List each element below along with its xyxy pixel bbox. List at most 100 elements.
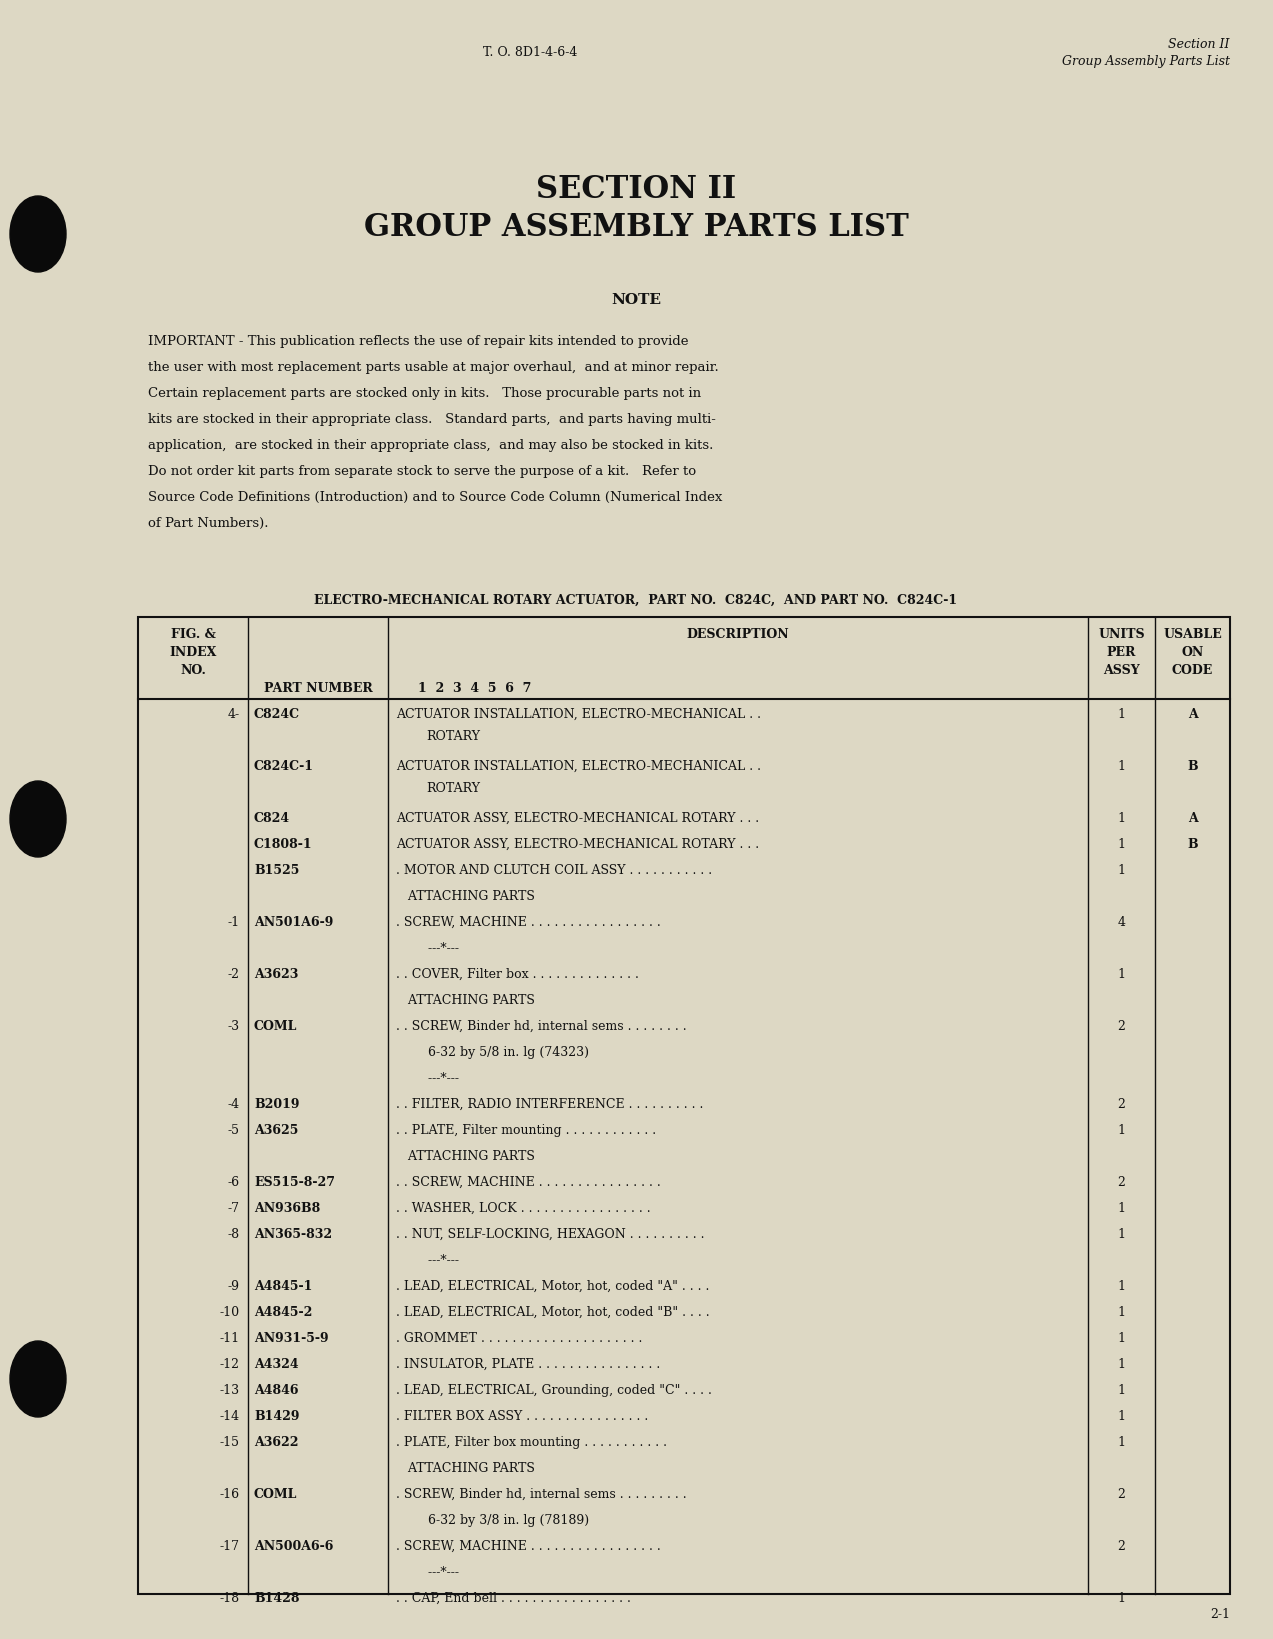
Text: ---*---: ---*--- [396, 941, 460, 954]
Text: ATTACHING PARTS: ATTACHING PARTS [396, 890, 535, 903]
Text: -11: -11 [220, 1331, 241, 1344]
Text: 1  2  3  4  5  6  7: 1 2 3 4 5 6 7 [418, 682, 531, 695]
Text: B2019: B2019 [255, 1098, 299, 1110]
Text: AN501A6-9: AN501A6-9 [255, 916, 334, 928]
Text: A3622: A3622 [255, 1436, 298, 1449]
Text: UNITS: UNITS [1099, 628, 1144, 641]
Text: ROTARY: ROTARY [426, 729, 480, 742]
Text: 2: 2 [1118, 1539, 1125, 1552]
Text: . . WASHER, LOCK . . . . . . . . . . . . . . . . .: . . WASHER, LOCK . . . . . . . . . . . .… [396, 1201, 651, 1214]
Text: B1429: B1429 [255, 1410, 299, 1423]
Text: USABLE: USABLE [1164, 628, 1222, 641]
Text: A4845-1: A4845-1 [255, 1278, 312, 1292]
Text: -13: -13 [220, 1383, 241, 1396]
Text: . LEAD, ELECTRICAL, Motor, hot, coded "B" . . . .: . LEAD, ELECTRICAL, Motor, hot, coded "B… [396, 1305, 709, 1318]
Text: ON: ON [1181, 646, 1204, 659]
Text: ES515-8-27: ES515-8-27 [255, 1175, 335, 1188]
Text: 1: 1 [1118, 864, 1125, 877]
Text: -4: -4 [228, 1098, 241, 1110]
Text: AN931-5-9: AN931-5-9 [255, 1331, 328, 1344]
Text: B1428: B1428 [255, 1591, 299, 1605]
Text: ATTACHING PARTS: ATTACHING PARTS [396, 993, 535, 1006]
Text: Certain replacement parts are stocked only in kits.   Those procurable parts not: Certain replacement parts are stocked on… [148, 387, 701, 400]
Text: C824: C824 [255, 811, 290, 824]
Text: IMPORTANT - This publication reflects the use of repair kits intended to provide: IMPORTANT - This publication reflects th… [148, 334, 689, 347]
Text: B: B [1188, 838, 1198, 851]
Text: . . NUT, SELF-LOCKING, HEXAGON . . . . . . . . . .: . . NUT, SELF-LOCKING, HEXAGON . . . . .… [396, 1228, 704, 1241]
Text: ACTUATOR INSTALLATION, ELECTRO-MECHANICAL . .: ACTUATOR INSTALLATION, ELECTRO-MECHANICA… [396, 759, 761, 772]
Text: 1: 1 [1118, 1383, 1125, 1396]
Text: ATTACHING PARTS: ATTACHING PARTS [396, 1149, 535, 1162]
Text: . FILTER BOX ASSY . . . . . . . . . . . . . . . .: . FILTER BOX ASSY . . . . . . . . . . . … [396, 1410, 648, 1423]
Text: ACTUATOR INSTALLATION, ELECTRO-MECHANICAL . .: ACTUATOR INSTALLATION, ELECTRO-MECHANICA… [396, 708, 761, 721]
Text: C1808-1: C1808-1 [255, 838, 313, 851]
Text: CODE: CODE [1172, 664, 1213, 677]
Text: 2: 2 [1118, 1487, 1125, 1500]
Text: 1: 1 [1118, 1357, 1125, 1370]
Text: 2-1: 2-1 [1211, 1608, 1230, 1621]
Text: the user with most replacement parts usable at major overhaul,  and at minor rep: the user with most replacement parts usa… [148, 361, 719, 374]
Text: ROTARY: ROTARY [426, 782, 480, 795]
Text: ---*---: ---*--- [396, 1565, 460, 1578]
Text: 1: 1 [1118, 1591, 1125, 1605]
Text: -3: -3 [228, 1019, 241, 1033]
Text: -14: -14 [220, 1410, 241, 1423]
Text: -15: -15 [220, 1436, 241, 1449]
Text: . . SCREW, Binder hd, internal sems . . . . . . . .: . . SCREW, Binder hd, internal sems . . … [396, 1019, 686, 1033]
Text: -17: -17 [220, 1539, 241, 1552]
Text: -5: -5 [228, 1123, 241, 1136]
Text: NOTE: NOTE [611, 293, 661, 306]
Text: B: B [1188, 759, 1198, 772]
Text: Source Code Definitions (Introduction) and to Source Code Column (Numerical Inde: Source Code Definitions (Introduction) a… [148, 490, 722, 503]
Text: -18: -18 [220, 1591, 241, 1605]
Text: SECTION II: SECTION II [536, 174, 736, 205]
Text: COML: COML [255, 1487, 298, 1500]
Text: Group Assembly Parts List: Group Assembly Parts List [1062, 56, 1230, 69]
Ellipse shape [10, 1341, 66, 1418]
Text: kits are stocked in their appropriate class.   Standard parts,  and parts having: kits are stocked in their appropriate cl… [148, 413, 715, 426]
Text: ---*---: ---*--- [396, 1072, 460, 1085]
Text: B1525: B1525 [255, 864, 299, 877]
Text: 2: 2 [1118, 1175, 1125, 1188]
Text: . . FILTER, RADIO INTERFERENCE . . . . . . . . . .: . . FILTER, RADIO INTERFERENCE . . . . .… [396, 1098, 704, 1110]
Text: PER: PER [1106, 646, 1137, 659]
Text: . GROMMET . . . . . . . . . . . . . . . . . . . . .: . GROMMET . . . . . . . . . . . . . . . … [396, 1331, 643, 1344]
Text: 1: 1 [1118, 1278, 1125, 1292]
Text: . INSULATOR, PLATE . . . . . . . . . . . . . . . .: . INSULATOR, PLATE . . . . . . . . . . .… [396, 1357, 661, 1370]
Text: . PLATE, Filter box mounting . . . . . . . . . . .: . PLATE, Filter box mounting . . . . . .… [396, 1436, 667, 1449]
Text: AN365-832: AN365-832 [255, 1228, 332, 1241]
Text: COML: COML [255, 1019, 298, 1033]
Text: Do not order kit parts from separate stock to serve the purpose of a kit.   Refe: Do not order kit parts from separate sto… [148, 465, 696, 477]
Text: INDEX: INDEX [169, 646, 216, 659]
Text: -12: -12 [220, 1357, 241, 1370]
Text: . SCREW, MACHINE . . . . . . . . . . . . . . . . .: . SCREW, MACHINE . . . . . . . . . . . .… [396, 1539, 661, 1552]
Text: 4: 4 [1118, 916, 1125, 928]
Text: -16: -16 [220, 1487, 241, 1500]
Text: -9: -9 [228, 1278, 241, 1292]
Text: C824C-1: C824C-1 [255, 759, 314, 772]
Text: A4846: A4846 [255, 1383, 298, 1396]
Text: AN500A6-6: AN500A6-6 [255, 1539, 334, 1552]
Text: FIG. &: FIG. & [171, 628, 215, 641]
Text: . LEAD, ELECTRICAL, Grounding, coded "C" . . . .: . LEAD, ELECTRICAL, Grounding, coded "C"… [396, 1383, 712, 1396]
Text: . . COVER, Filter box . . . . . . . . . . . . . .: . . COVER, Filter box . . . . . . . . . … [396, 967, 639, 980]
Text: ACTUATOR ASSY, ELECTRO-MECHANICAL ROTARY . . .: ACTUATOR ASSY, ELECTRO-MECHANICAL ROTARY… [396, 838, 759, 851]
Text: 4-: 4- [228, 708, 241, 721]
Text: 2: 2 [1118, 1098, 1125, 1110]
Ellipse shape [10, 197, 66, 272]
Text: 1: 1 [1118, 967, 1125, 980]
Text: GROUP ASSEMBLY PARTS LIST: GROUP ASSEMBLY PARTS LIST [364, 213, 909, 243]
Text: A: A [1188, 811, 1198, 824]
Text: T. O. 8D1-4-6-4: T. O. 8D1-4-6-4 [482, 46, 577, 59]
Text: PART NUMBER: PART NUMBER [264, 682, 373, 695]
Text: AN936B8: AN936B8 [255, 1201, 321, 1214]
Text: 1: 1 [1118, 1305, 1125, 1318]
Text: 1: 1 [1118, 838, 1125, 851]
Text: -8: -8 [228, 1228, 241, 1241]
Text: 6-32 by 3/8 in. lg (78189): 6-32 by 3/8 in. lg (78189) [396, 1513, 589, 1526]
Text: . LEAD, ELECTRICAL, Motor, hot, coded "A" . . . .: . LEAD, ELECTRICAL, Motor, hot, coded "A… [396, 1278, 709, 1292]
Bar [137, 618, 1230, 1595]
Text: . SCREW, Binder hd, internal sems . . . . . . . . .: . SCREW, Binder hd, internal sems . . . … [396, 1487, 686, 1500]
Text: -10: -10 [220, 1305, 241, 1318]
Text: 1: 1 [1118, 1123, 1125, 1136]
